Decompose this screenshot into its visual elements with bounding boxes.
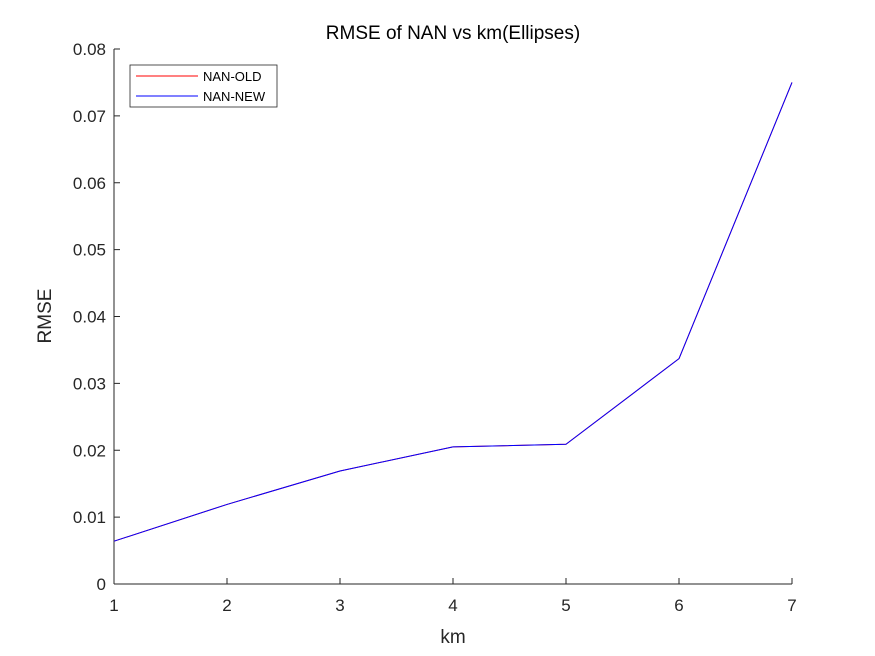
x-axis-label: km — [440, 627, 465, 648]
y-tick-label: 0.03 — [73, 374, 106, 393]
chart-title: RMSE of NAN vs km(Ellipses) — [326, 23, 580, 44]
series-line-nan-new — [113, 82, 793, 542]
x-tick-label: 7 — [787, 596, 796, 615]
plot-background — [114, 49, 792, 584]
y-tick-label: 0.06 — [73, 174, 106, 193]
series-lines — [113, 82, 793, 542]
legend-box — [129, 64, 278, 108]
y-axis-label: RMSE — [35, 289, 56, 344]
y-tick-label: 0 — [97, 575, 106, 594]
legend-label-nan-old: NAN-OLD — [203, 69, 262, 84]
y-axis-ticks: 0 0.01 0.02 0.03 0.04 0.05 0.06 0.07 0.08 — [73, 40, 120, 594]
x-tick-label: 1 — [109, 596, 118, 615]
legend-label-nan-new: NAN-NEW — [203, 89, 266, 104]
y-tick-label: 0.01 — [73, 508, 106, 527]
x-tick-label: 2 — [222, 596, 231, 615]
y-tick-label: 0.07 — [73, 107, 106, 126]
y-tick-label: 0.05 — [73, 241, 106, 260]
x-tick-label: 6 — [674, 596, 683, 615]
y-tick-label: 0.08 — [73, 40, 106, 59]
legend: NAN-OLD NAN-NEW — [129, 64, 278, 108]
x-tick-label: 5 — [561, 596, 570, 615]
x-tick-label: 4 — [448, 596, 457, 615]
x-axis-ticks: 1 2 3 4 5 6 7 — [109, 578, 797, 615]
x-tick-label: 3 — [335, 596, 344, 615]
y-tick-label: 0.04 — [73, 308, 106, 327]
y-tick-label: 0.02 — [73, 441, 106, 460]
